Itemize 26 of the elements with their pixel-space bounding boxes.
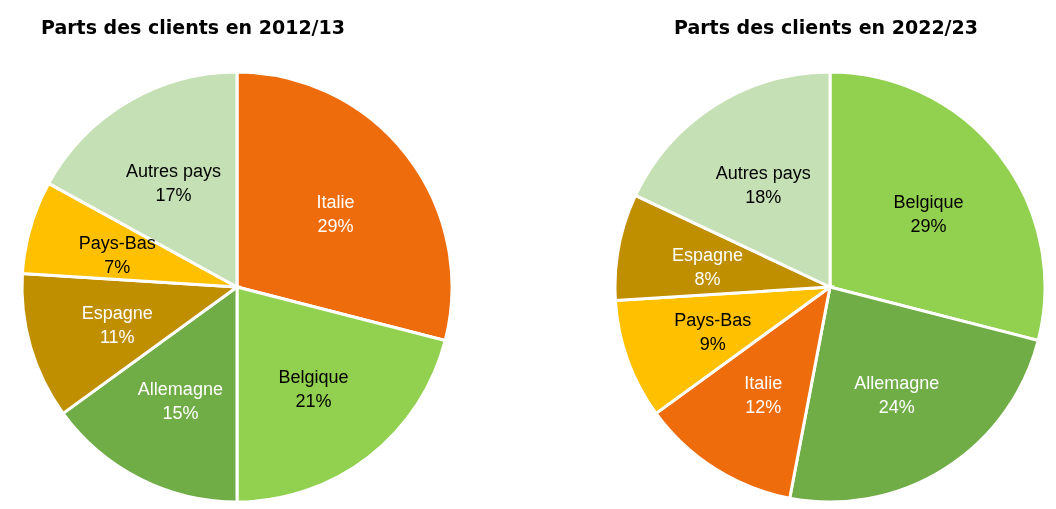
chart-title: Parts des clients en 2012/13 xyxy=(40,16,346,38)
data-label: 15% xyxy=(162,403,199,424)
data-label: 9% xyxy=(699,334,726,355)
data-label: 24% xyxy=(878,397,915,418)
slice-label: Italie xyxy=(744,373,783,394)
slice-label: Allemagne xyxy=(854,373,940,394)
data-label: 29% xyxy=(910,215,947,236)
slice-label: Autres pays xyxy=(715,162,811,183)
data-label: 18% xyxy=(745,186,782,207)
slice-label: Espagne xyxy=(81,302,153,323)
chart-title: Parts des clients en 2022/23 xyxy=(673,16,979,38)
data-label: 11% xyxy=(99,326,135,347)
data-label: 21% xyxy=(295,390,332,411)
slice-label: Espagne xyxy=(671,244,744,265)
data-label: 17% xyxy=(155,184,192,205)
data-label: 8% xyxy=(694,268,721,289)
slice-label: Autres pays xyxy=(126,160,222,181)
slice-label: Pays-Bas xyxy=(78,233,156,254)
slice-label: Italie xyxy=(316,191,355,212)
slice-label: Allemagne xyxy=(137,379,223,400)
slice-label: Belgique xyxy=(893,191,964,212)
slice-label: Belgique xyxy=(278,366,349,387)
data-label: 12% xyxy=(745,397,782,418)
slice-label: Pays-Bas xyxy=(674,310,752,331)
data-label: 7% xyxy=(104,257,131,278)
data-label: 29% xyxy=(317,215,354,236)
